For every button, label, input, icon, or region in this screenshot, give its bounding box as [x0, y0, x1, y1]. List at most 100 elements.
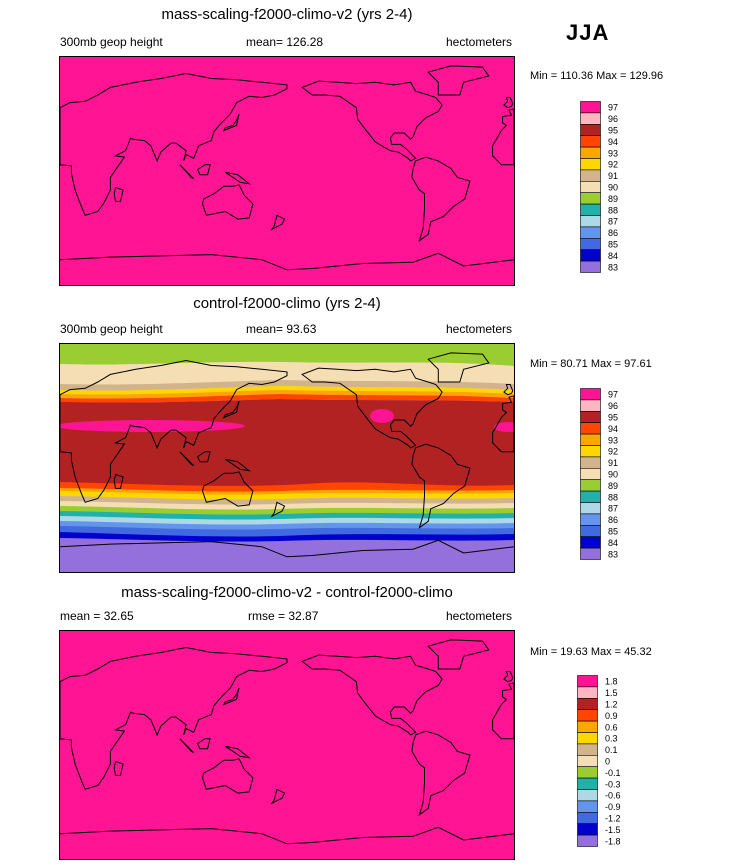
coastline — [301, 80, 443, 162]
legend-swatch-purple — [580, 547, 601, 560]
coastline — [411, 730, 471, 816]
legend-label: 91 — [608, 171, 618, 181]
legend-swatch-orange_red — [580, 135, 601, 148]
legend-swatch-green — [580, 192, 601, 205]
legend-swatch-orange_red — [577, 709, 598, 722]
legend-label: 93 — [608, 148, 618, 158]
legend-label: 93 — [608, 435, 618, 445]
panel2-mean-label: mean= 93.63 — [246, 322, 317, 336]
legend-swatch-blue — [580, 536, 601, 549]
legend-swatch-green — [577, 766, 598, 779]
legend-label: 0 — [605, 757, 610, 767]
band-97-central — [370, 409, 394, 423]
coastline — [492, 395, 514, 453]
coastline — [492, 682, 514, 740]
coastline — [113, 760, 124, 776]
legend-swatch-teal — [577, 777, 598, 790]
legend-label: 83 — [608, 549, 618, 559]
coastline — [222, 113, 240, 132]
legend-swatch-pink — [577, 686, 598, 699]
legend-swatch-magenta — [577, 675, 598, 688]
coastline — [113, 186, 124, 202]
coastline — [270, 788, 286, 805]
coastline — [503, 97, 514, 109]
legend-label: 0.3 — [605, 734, 618, 744]
coastline — [301, 367, 443, 449]
panel1-coastlines — [60, 65, 514, 271]
legend-swatch-tan — [580, 169, 601, 182]
legend-label: 88 — [608, 492, 618, 502]
panel3-map — [59, 630, 515, 860]
legend-swatch-purple — [580, 260, 601, 273]
panel3-units-label: hectometers — [446, 609, 513, 623]
legend-label: -0.1 — [605, 768, 621, 778]
panel2-units-label: hectometers — [446, 322, 513, 336]
panel1-field-fill — [60, 57, 514, 285]
coastline — [222, 687, 240, 706]
coastline — [60, 72, 288, 216]
legend-swatch-teal — [580, 203, 601, 216]
legend-swatch-tan — [577, 743, 598, 756]
coastline — [196, 164, 211, 176]
legend-swatch-green — [580, 479, 601, 492]
legend-swatch-royal_blue — [580, 525, 601, 538]
legend-swatch-blue — [580, 249, 601, 262]
legend-swatch-brown_red — [577, 697, 598, 710]
legend-swatch-light_blue — [580, 215, 601, 228]
band-north-95 — [60, 394, 514, 403]
legend-label: -1.8 — [605, 836, 621, 846]
coastline — [427, 352, 490, 383]
panel2-coastlines — [60, 352, 514, 558]
legend-label: 86 — [608, 228, 618, 238]
panel1-map — [59, 56, 515, 286]
coastline — [492, 108, 514, 166]
coastline — [224, 171, 251, 185]
legend-swatch-magenta — [580, 388, 601, 401]
band-north-94 — [60, 390, 514, 399]
legend-swatch-cornflower — [580, 513, 601, 526]
legend-swatch-pink — [580, 399, 601, 412]
legend-label: 88 — [608, 205, 618, 215]
coastline — [201, 184, 254, 220]
legend-label: 94 — [608, 137, 618, 147]
coastline — [301, 654, 443, 736]
band-north-93 — [60, 386, 514, 395]
band-north-90 — [60, 344, 514, 366]
legend-swatch-wheat — [577, 755, 598, 768]
legend-label: 0.6 — [605, 722, 618, 732]
coastline — [503, 671, 514, 683]
legend-label: 87 — [608, 504, 618, 514]
panel3-title: mass-scaling-f2000-climo-v2 - control-f2… — [121, 584, 453, 601]
panel2-variable-label: 300mb geop height — [60, 322, 163, 336]
panel2-map — [59, 343, 515, 573]
legend-label: 1.8 — [605, 677, 618, 687]
coastline — [427, 639, 490, 670]
legend-swatch-blue — [577, 823, 598, 836]
coastline — [224, 458, 251, 472]
legend-swatch-orange — [580, 433, 601, 446]
legend-label: 89 — [608, 194, 618, 204]
coastline — [270, 214, 286, 231]
band-north-96 — [60, 399, 514, 413]
legend-label: 91 — [608, 458, 618, 468]
panel1-variable-label: 300mb geop height — [60, 35, 163, 49]
legend-swatch-teal — [580, 490, 601, 503]
legend-swatch-orange — [580, 146, 601, 159]
legend-label: 90 — [608, 470, 618, 480]
band-north-92 — [60, 380, 514, 391]
panel1-units-label: hectometers — [446, 35, 513, 49]
legend-swatch-cornflower — [580, 226, 601, 239]
legend-swatch-brown_red — [580, 410, 601, 423]
legend-label: 96 — [608, 401, 618, 411]
legend-label: 94 — [608, 424, 618, 434]
legend-swatch-light_blue — [580, 502, 601, 515]
coastline — [179, 738, 195, 754]
coastline — [411, 156, 471, 242]
legend-label: 95 — [608, 126, 618, 136]
coastline — [201, 758, 254, 794]
legend-label: 1.5 — [605, 688, 618, 698]
coastline — [60, 646, 288, 790]
panel2-legend: 97 96 95 94 93 92 91 90 89 88 87 86 85 84 83 — [580, 388, 640, 561]
coastline — [60, 826, 514, 845]
coastline — [427, 65, 490, 96]
